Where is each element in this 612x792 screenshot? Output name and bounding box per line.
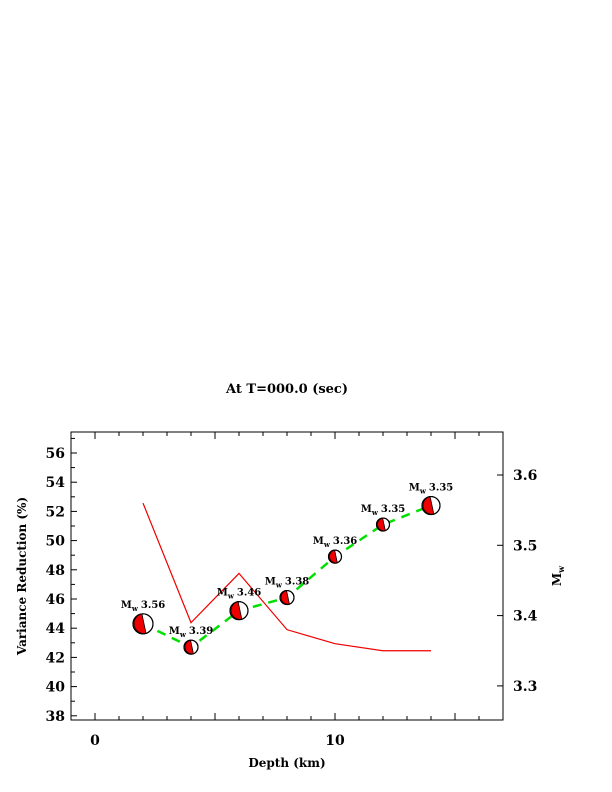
mw-annotation-sub: w: [275, 581, 283, 590]
y-tick-label: 46: [46, 592, 65, 608]
mw-annotation-prefix: M: [217, 588, 228, 599]
y-tick-label: 44: [46, 621, 66, 637]
y2-tick-label: 3.5: [513, 538, 537, 554]
mw-line: [142, 502, 431, 652]
mw-annotation-value: 3.35: [429, 483, 453, 494]
axes: 0 10 38 40 42 44 46 48 50 52 54 56 3.3 3.4 3.5 3.6: [46, 432, 538, 749]
y2-axis-label: Mw: [550, 565, 566, 586]
beachball-outline: [327, 549, 343, 564]
beachball-outline: [229, 601, 249, 621]
x-axis-label: Depth (km): [248, 756, 325, 770]
mw-annotation-sub: w: [179, 630, 187, 639]
y2-tick-label: 3.3: [513, 679, 537, 695]
mw-annotation-value: 3.39: [189, 626, 213, 637]
beachball-outline: [375, 517, 391, 532]
mw-annotation-value: 3.36: [333, 536, 357, 547]
y2-tick-label: 3.4: [513, 609, 538, 625]
mw-annotation-prefix: M: [361, 504, 372, 515]
mw-annotation-value: 3.38: [285, 577, 309, 588]
focal-mechanism-icon: [229, 601, 249, 621]
focal-mechanism-icon: [132, 613, 154, 635]
mw-annotation-value: 3.56: [141, 600, 165, 611]
y-tick-label: 54: [46, 475, 66, 491]
y2-tick-label: 3.6: [513, 468, 537, 484]
beachball-outline: [279, 589, 295, 606]
y-tick-label: 42: [46, 650, 65, 666]
focal-mechanism-icon: [421, 495, 441, 516]
beachball-outline: [183, 639, 199, 655]
focal-mechanism-icon: [375, 517, 391, 532]
mw-annotation-sub: w: [419, 487, 427, 496]
x-tick-label: 0: [90, 733, 100, 749]
mw-annotation-sub: w: [131, 604, 139, 613]
mw-annotation-prefix: M: [313, 536, 324, 547]
mw-annotation: Mw 3.35: [409, 483, 454, 496]
mw-annotation-value: 3.35: [381, 504, 405, 515]
mw-annotation-sub: w: [323, 540, 331, 549]
mw-annotation-prefix: M: [169, 626, 180, 637]
chart-title: At T=000.0 (sec): [225, 382, 348, 397]
focal-mechanism-icon: [279, 589, 295, 606]
focal-mechanism-icon: [327, 549, 343, 564]
y-tick-label: 56: [46, 446, 65, 462]
mw-annotation-sub: w: [227, 592, 235, 601]
mw-annotation-prefix: M: [121, 600, 132, 611]
y-tick-label: 38: [46, 709, 65, 725]
x-tick-label: 10: [325, 733, 345, 749]
mw-annotation-sub: w: [371, 508, 379, 517]
mw-annotation-prefix: M: [409, 483, 420, 494]
mw-annotation: Mw 3.39: [169, 626, 214, 639]
y-tick-label: 52: [46, 504, 65, 520]
beachball-outline: [421, 495, 441, 516]
mw-annotation: Mw 3.35: [361, 504, 406, 517]
y-tick-label: 50: [46, 534, 66, 550]
mw-annotation-value: 3.46: [237, 588, 261, 599]
beachball-outline: [132, 613, 154, 635]
y-tick-label: 40: [46, 680, 66, 696]
focal-mechanism-icon: [183, 639, 199, 655]
mw-annotation: Mw 3.46: [217, 588, 262, 601]
mw-annotation: Mw 3.38: [265, 577, 310, 590]
mw-annotation: Mw 3.36: [313, 536, 358, 549]
mw-annotation: Mw 3.56: [121, 600, 166, 613]
mw-annotation-prefix: M: [265, 577, 276, 588]
y-tick-label: 48: [46, 563, 65, 579]
y-axis-label: Variance Reduction (%): [15, 497, 29, 656]
